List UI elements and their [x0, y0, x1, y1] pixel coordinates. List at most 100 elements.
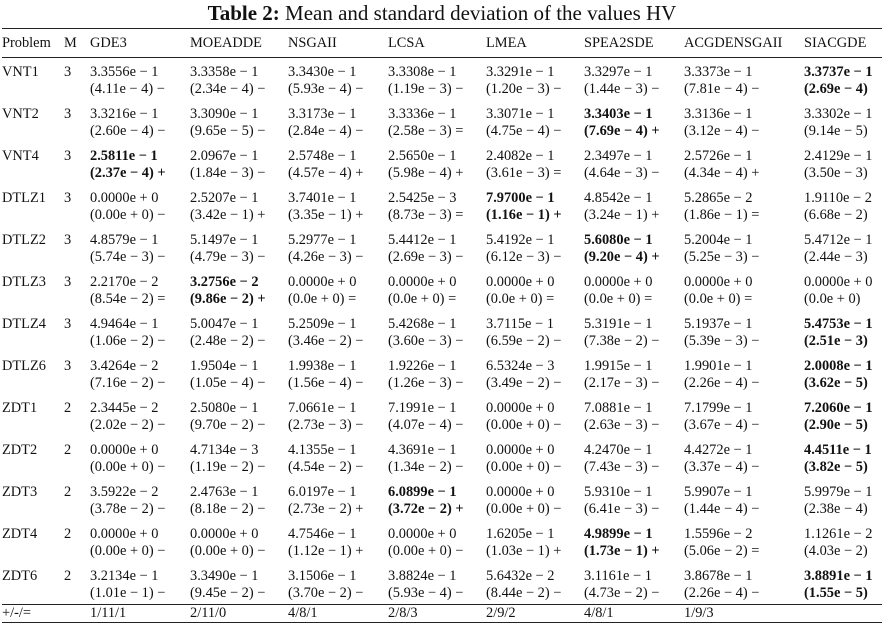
mean-cell: 6.0899e − 1	[388, 484, 457, 500]
std-cell: (1.05e − 4) −	[190, 375, 266, 391]
mean-cell: 3.2134e − 1	[90, 568, 159, 584]
std-cell: (1.12e − 1) +	[288, 543, 364, 559]
mean-cell: 2.0008e − 1	[804, 358, 873, 374]
std-cell: (4.03e − 2)	[804, 543, 868, 559]
mean-cell: 3.3373e − 1	[684, 64, 753, 80]
std-cell: (0.00e + 0) −	[486, 417, 562, 433]
std-cell: (2.51e − 3)	[804, 333, 868, 349]
mean-cell: 1.9901e − 1	[684, 358, 753, 374]
std-cell: (1.26e − 3) −	[388, 375, 464, 391]
mean-cell: 2.5080e − 1	[190, 400, 259, 416]
mean-cell: 3.3291e − 1	[486, 64, 555, 80]
std-cell: (6.12e − 3) −	[486, 249, 562, 265]
std-cell: (3.72e − 2) +	[388, 501, 464, 517]
std-cell: (3.78e − 2) −	[90, 501, 166, 517]
summary-cell: 1/9/3	[684, 605, 714, 621]
mean-cell: 1.5596e − 2	[684, 526, 753, 542]
m-cell: 3	[64, 316, 72, 332]
table-row-std: (2.02e − 2) − (9.70e − 2) − (2.73e − 3) − (…	[2, 417, 882, 436]
table-row-mean: DTLZ1 3 0.0000e + 0 2.5207e − 1 3.7401e − 1 2…	[2, 184, 882, 207]
m-cell: 2	[64, 568, 72, 584]
summary-cell	[804, 605, 882, 623]
table-row-mean: ZDT3 2 3.5922e − 2 2.4763e − 1 6.0197e − 1 6.…	[2, 478, 882, 501]
summary-label: +/-/=	[2, 605, 32, 621]
m-cell: 3	[64, 64, 72, 80]
std-cell: (0.0e + 0) =	[584, 291, 653, 307]
mean-cell: 2.4082e − 1	[486, 148, 555, 164]
std-cell: (0.00e + 0) −	[90, 207, 166, 223]
mean-cell: 1.9504e − 1	[190, 358, 259, 374]
std-cell: (0.0e + 0)	[804, 291, 861, 307]
mean-cell: 1.1261e − 2	[804, 526, 873, 542]
problem-cell: DTLZ2	[2, 232, 46, 248]
std-cell: (2.63e − 3) −	[584, 417, 660, 433]
mean-cell: 5.4412e − 1	[388, 232, 457, 248]
table-row-mean: ZDT6 2 3.2134e − 1 3.3490e − 1 3.1506e − 1 3.…	[2, 562, 882, 585]
table-row-mean: ZDT4 2 0.0000e + 0 0.0000e + 0 4.7546e − 1 0.…	[2, 520, 882, 543]
mean-cell: 3.8678e − 1	[684, 568, 753, 584]
table-row-std: (3.78e − 2) − (8.18e − 2) − (2.73e − 2) + (…	[2, 501, 882, 520]
std-cell: (6.41e − 3) −	[584, 501, 660, 517]
problem-cell: ZDT6	[2, 568, 38, 584]
table-row-mean: VNT2 3 3.3216e − 1 3.3090e − 1 3.3173e − 1 3.…	[2, 100, 882, 123]
problem-cell: ZDT3	[2, 484, 38, 500]
std-cell: (4.75e − 4) −	[486, 123, 562, 139]
header-m: M	[64, 34, 77, 51]
std-cell: (2.84e − 4) −	[288, 123, 364, 139]
summary-row: +/-/= 1/11/1 2/11/0 4/8/1 2/8/3 2/9/2 4/8/1 1/9…	[2, 604, 882, 623]
mean-cell: 5.1497e − 1	[190, 232, 259, 248]
std-cell: (4.73e − 2) −	[584, 585, 660, 601]
std-cell: (1.44e − 4) −	[684, 501, 760, 517]
std-cell: (2.02e − 2) −	[90, 417, 166, 433]
std-cell: (1.34e − 2) −	[388, 459, 464, 475]
std-cell: (0.00e + 0) −	[90, 543, 166, 559]
mean-cell: 0.0000e + 0	[684, 274, 753, 290]
std-cell: (7.69e − 4) +	[584, 123, 660, 139]
table-row-std: (4.11e − 4) − (2.34e − 4) − (5.93e − 4) − (…	[2, 81, 882, 100]
std-cell: (2.44e − 3)	[804, 249, 868, 265]
mean-cell: 3.1161e − 1	[584, 568, 652, 584]
std-cell: (3.12e − 4) −	[684, 123, 760, 139]
header-row: Problem M GDE3 MOEADDE NSGAII LCSA LMEA …	[2, 28, 882, 58]
std-cell: (4.11e − 4) −	[90, 81, 165, 97]
std-cell: (5.93e − 4) −	[288, 81, 364, 97]
problem-cell: ZDT1	[2, 400, 38, 416]
table-row-mean: DTLZ6 3 3.4264e − 2 1.9504e − 1 1.9938e − 1 1…	[2, 352, 882, 375]
std-cell: (4.64e − 3) −	[584, 165, 660, 181]
std-cell: (0.0e + 0) =	[288, 291, 357, 307]
table-row-mean: ZDT1 2 2.3445e − 2 2.5080e − 1 7.0661e − 1 7.…	[2, 394, 882, 417]
table-row-std: (1.06e − 2) − (2.48e − 2) − (3.46e − 2) − (…	[2, 333, 882, 352]
header-lcsa: LCSA	[388, 34, 425, 51]
mean-cell: 2.5650e − 1	[388, 148, 457, 164]
header-lmea: LMEA	[486, 34, 527, 51]
mean-cell: 7.1991e − 1	[388, 400, 457, 416]
summary-cell: 1/11/1	[90, 605, 127, 621]
problem-cell: ZDT2	[2, 442, 38, 458]
mean-cell: 3.3490e − 1	[190, 568, 259, 584]
std-cell: (1.44e − 3) −	[584, 81, 660, 97]
mean-cell: 0.0000e + 0	[388, 274, 457, 290]
mean-cell: 0.0000e + 0	[288, 274, 357, 290]
mean-cell: 3.3071e − 1	[486, 106, 555, 122]
mean-cell: 3.3556e − 1	[90, 64, 159, 80]
m-cell: 3	[64, 148, 72, 164]
std-cell: (4.07e − 4) −	[388, 417, 464, 433]
std-cell: (2.34e − 4) −	[190, 81, 266, 97]
mean-cell: 0.0000e + 0	[486, 484, 555, 500]
std-cell: (8.18e − 2) −	[190, 501, 266, 517]
std-cell: (1.56e − 4) −	[288, 375, 364, 391]
std-cell: (0.00e + 0) −	[90, 459, 166, 475]
std-cell: (7.43e − 3) −	[584, 459, 660, 475]
mean-cell: 0.0000e + 0	[90, 190, 159, 206]
mean-cell: 5.4712e − 1	[804, 232, 873, 248]
std-cell: (4.57e − 4) +	[288, 165, 364, 181]
std-cell: (1.84e − 3) −	[190, 165, 266, 181]
table-row-std: (2.60e − 4) − (9.65e − 5) − (2.84e − 4) − (…	[2, 123, 882, 142]
mean-cell: 4.7134e − 3	[190, 442, 259, 458]
mean-cell: 7.1799e − 1	[684, 400, 753, 416]
std-cell: (9.45e − 2) −	[190, 585, 266, 601]
table-row-std: (8.54e − 2) = (9.86e − 2) + (0.0e + 0) = (0…	[2, 291, 882, 310]
mean-cell: 1.6205e − 1	[486, 526, 555, 542]
mean-cell: 4.3691e − 1	[388, 442, 457, 458]
